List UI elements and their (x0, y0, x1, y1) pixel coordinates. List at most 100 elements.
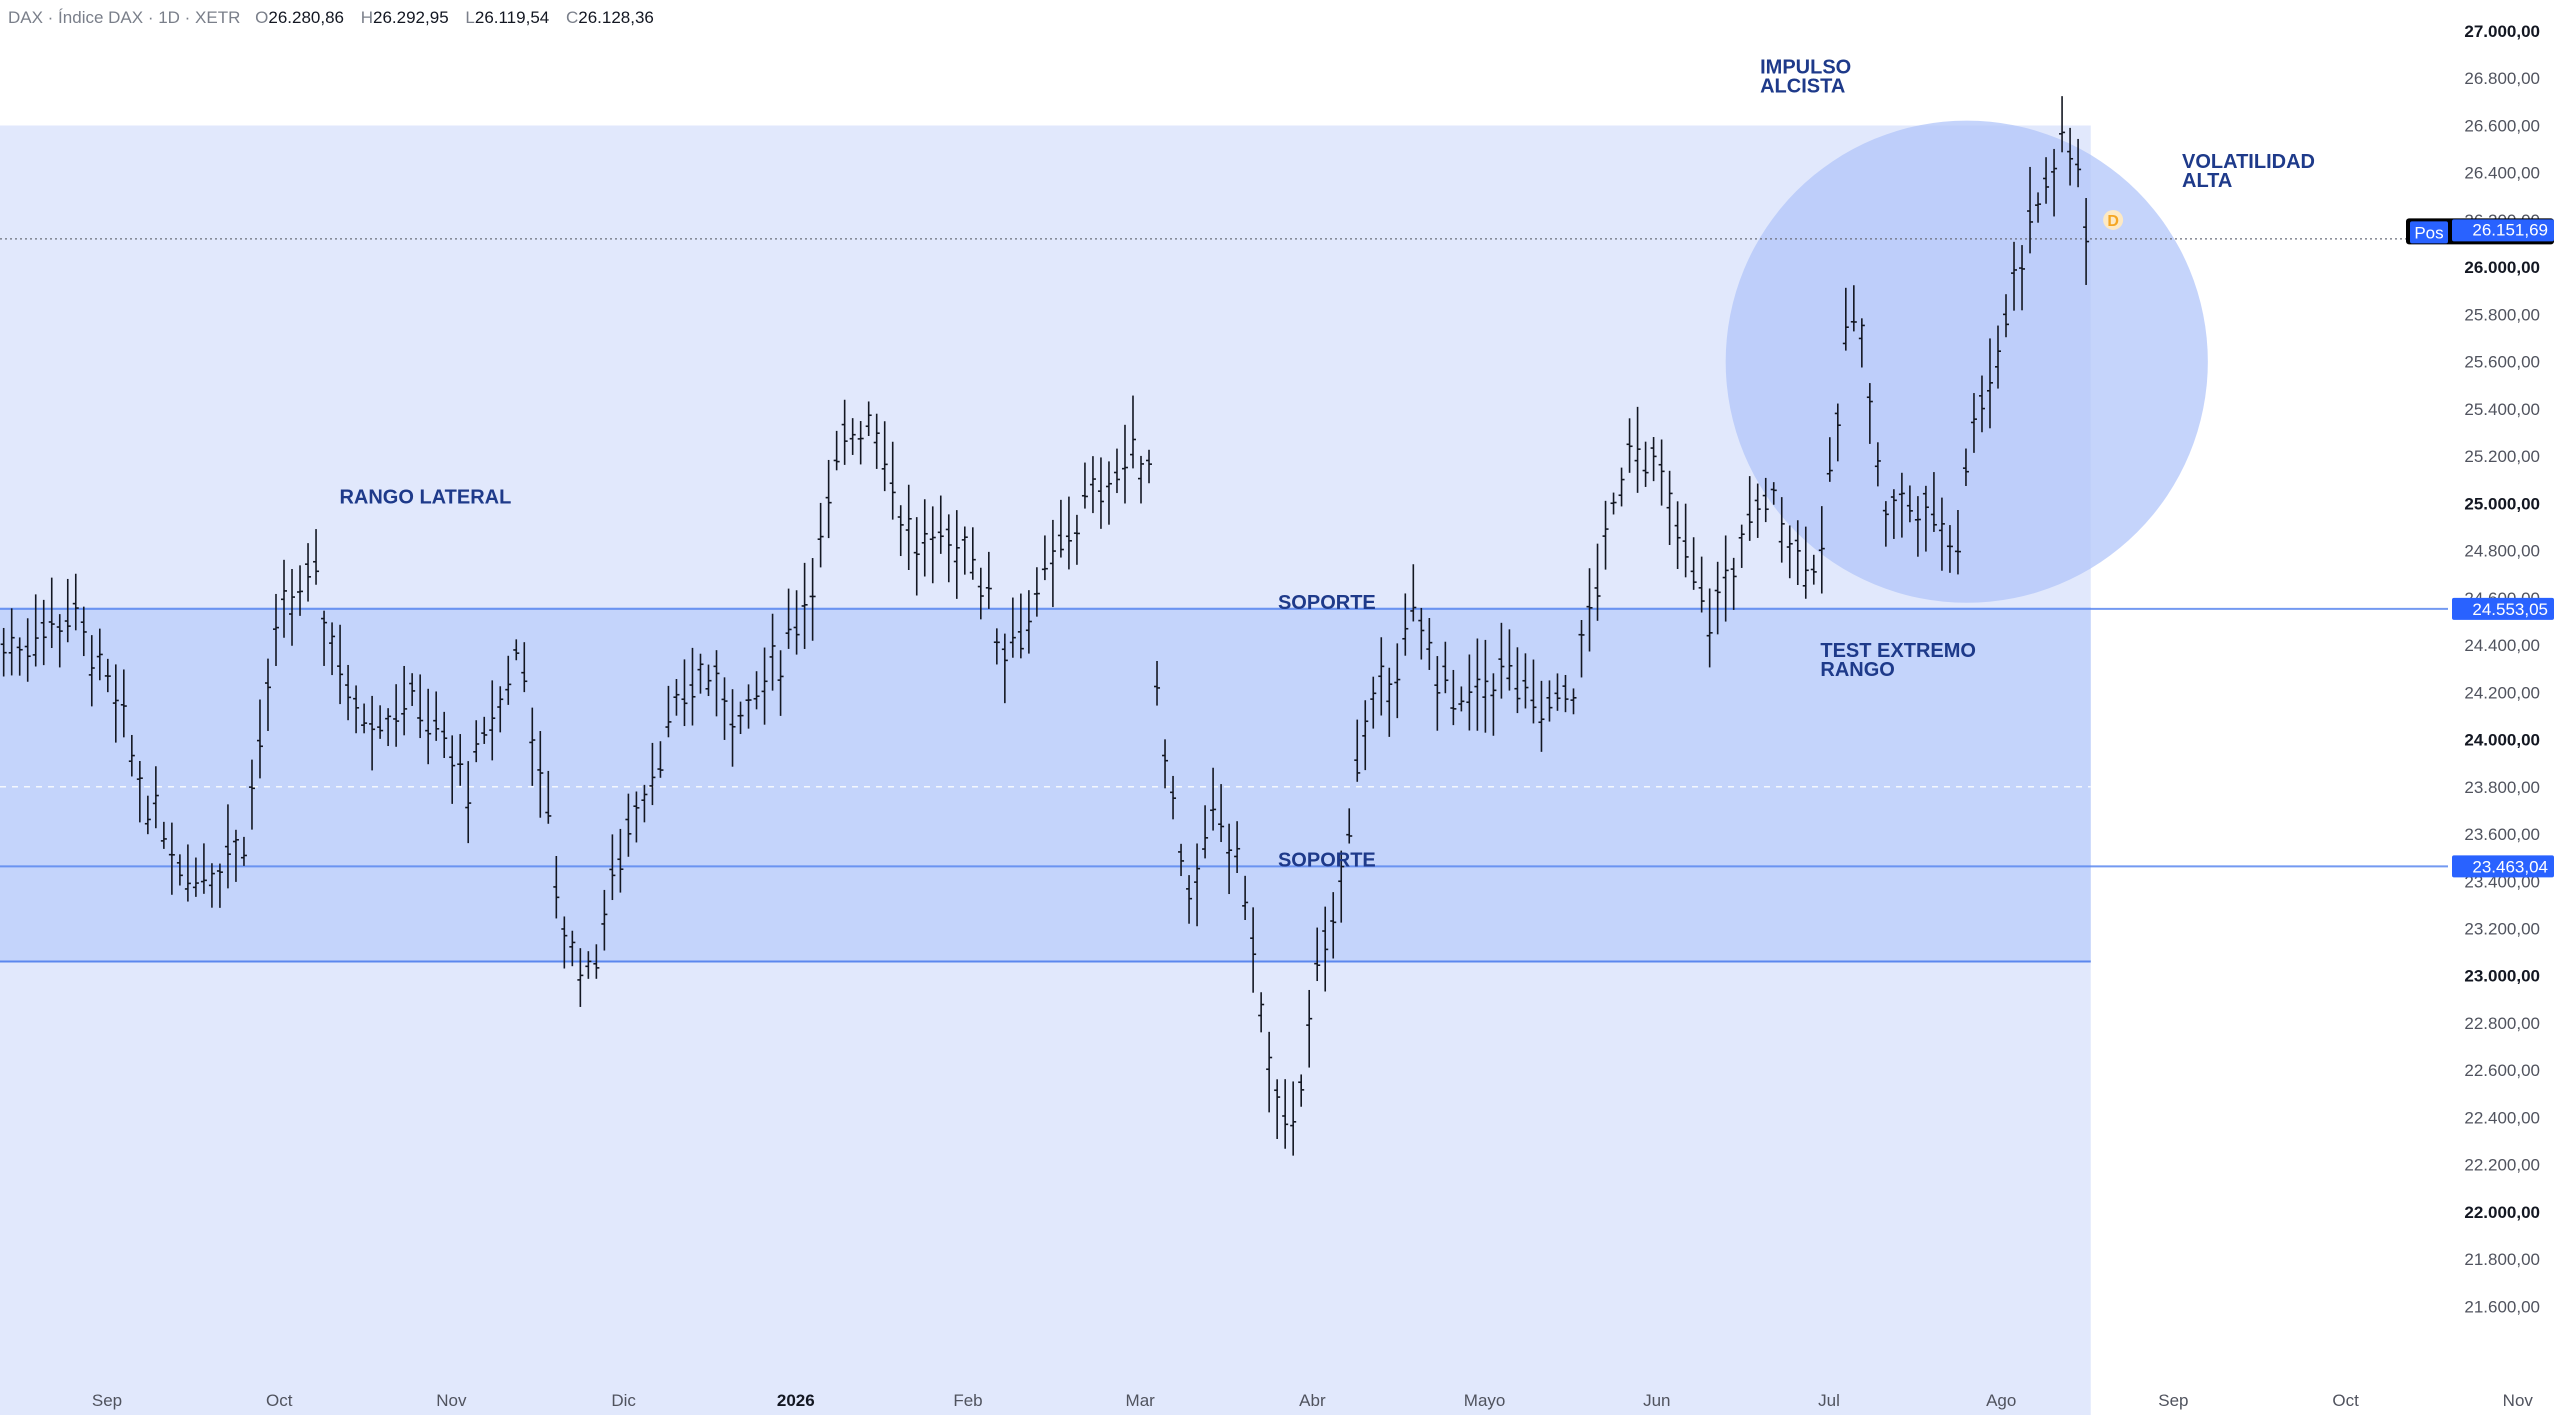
ohlc-bar (1794, 520, 1801, 585)
ohlc-bar (0, 627, 7, 677)
ohlc-bar (56, 614, 63, 668)
ohlc-bar (1081, 462, 1088, 509)
ohlc-bar (1458, 686, 1465, 712)
ohlc-bar (585, 951, 592, 979)
ohlc-bar (873, 413, 880, 469)
ohlc-bar (184, 844, 191, 902)
ohlc-bar (761, 647, 768, 725)
ohlc-bar (553, 855, 560, 919)
close-value: 26.128,36 (578, 8, 654, 27)
ohlc-bar (1738, 524, 1745, 568)
ohlc-bar (857, 421, 864, 465)
ohlc-bar (128, 734, 135, 777)
ohlc-bar (393, 684, 400, 747)
ohlc-bar (1786, 525, 1793, 579)
ohlc-bar (1778, 497, 1785, 563)
ohlc-bar (1698, 556, 1705, 613)
ohlc-bar (689, 647, 696, 726)
y-tick-label: 23.800,00 (2464, 778, 2540, 797)
ohlc-bar (1498, 622, 1505, 699)
ohlc-bar (1338, 850, 1345, 923)
ohlc-bar (1586, 568, 1593, 652)
ohlc-bar (969, 527, 976, 580)
y-tick-label: 24.200,00 (2464, 683, 2540, 702)
ohlc-bar (1690, 537, 1697, 590)
ohlc-bar (264, 658, 271, 731)
ohlc-bar (160, 821, 167, 849)
ohlc-bar (1714, 561, 1721, 635)
x-tick-label: Oct (266, 1391, 293, 1410)
ohlc-bar (1994, 325, 2001, 389)
ohlc-bar (513, 639, 520, 661)
ohlc-bar (1001, 633, 1008, 704)
x-tick-label: Oct (2332, 1391, 2359, 1410)
y-tick-label: 24.800,00 (2464, 542, 2540, 561)
ohlc-bar (337, 624, 344, 705)
ohlc-bar (569, 930, 576, 967)
ohlc-bar (1226, 823, 1233, 895)
ohlc-bar (1009, 597, 1016, 658)
ohlc-bar (673, 678, 680, 716)
ohlc-bar (1121, 424, 1128, 504)
ohlc-bar (1025, 590, 1032, 654)
ohlc-bar (433, 691, 440, 741)
y-tick-label: 25.600,00 (2464, 353, 2540, 372)
ohlc-bar (2027, 166, 2034, 254)
annotation-3: SOPORTE (1278, 849, 1376, 871)
y-tick-label: 22.400,00 (2464, 1108, 2540, 1127)
ohlc-bar (937, 495, 944, 554)
ohlc-bar (1850, 285, 1857, 332)
ohlc-bar (112, 664, 119, 743)
ohlc-bar (208, 863, 215, 908)
ohlc-bar (633, 791, 640, 843)
open-value: 26.280,86 (268, 8, 344, 27)
x-tick-label: Ago (1986, 1391, 2016, 1410)
ohlc-bar (1113, 448, 1120, 494)
ohlc-bar (1866, 383, 1873, 444)
y-tick-label: 22.600,00 (2464, 1061, 2540, 1080)
ohlc-bar (1490, 673, 1497, 736)
ohlc-bar (1570, 688, 1577, 715)
ohlc-bar (601, 889, 608, 951)
position-tag: Pos (2414, 223, 2443, 242)
ohlc-bar (2075, 138, 2082, 188)
support-price-label-bg-2 (2452, 855, 2554, 878)
ohlc-bar (505, 655, 512, 705)
ohlc-bar (921, 499, 928, 577)
ohlc-bar (777, 650, 784, 716)
ohlc-bar (2051, 148, 2058, 217)
annotation-5: VOLATILIDAD ALTA (2182, 151, 2315, 192)
y-tick-label: 23.600,00 (2464, 825, 2540, 844)
ohlc-bar (593, 944, 600, 979)
ohlc-bar (1506, 629, 1513, 691)
x-tick-label: Sep (92, 1391, 122, 1410)
ohlc-bar (449, 735, 456, 804)
ohlc-bar (256, 699, 263, 779)
ohlc-bar (489, 680, 496, 761)
ohlc-bar (977, 567, 984, 620)
ohlc-bar (377, 705, 384, 739)
ohlc-bar (1250, 907, 1257, 993)
ohlc-bar (1346, 808, 1353, 844)
ohlc-bar (1810, 554, 1817, 585)
ohlc-bar (1682, 503, 1689, 578)
ohlc-bar (1618, 467, 1625, 507)
ohlc-bar (545, 770, 552, 824)
ohlc-bar (1129, 395, 1136, 469)
y-tick-label: 23.000,00 (2464, 967, 2540, 986)
ohlc-bar (929, 506, 936, 584)
ohlc-bar (32, 594, 39, 667)
ohlc-bar (1394, 643, 1401, 719)
ohlc-bar (96, 628, 103, 681)
ohlc-bar (697, 653, 704, 694)
ohlc-bar (1017, 593, 1024, 659)
ohlc-bar (1378, 637, 1385, 716)
ohlc-bar (144, 795, 151, 835)
ohlc-bar (272, 593, 279, 666)
ohlc-bar (1890, 489, 1897, 539)
ohlc-bar (993, 628, 1000, 665)
ohlc-bar (1650, 437, 1657, 482)
close-label: C (565, 8, 579, 27)
ohlc-bar (1097, 457, 1104, 529)
